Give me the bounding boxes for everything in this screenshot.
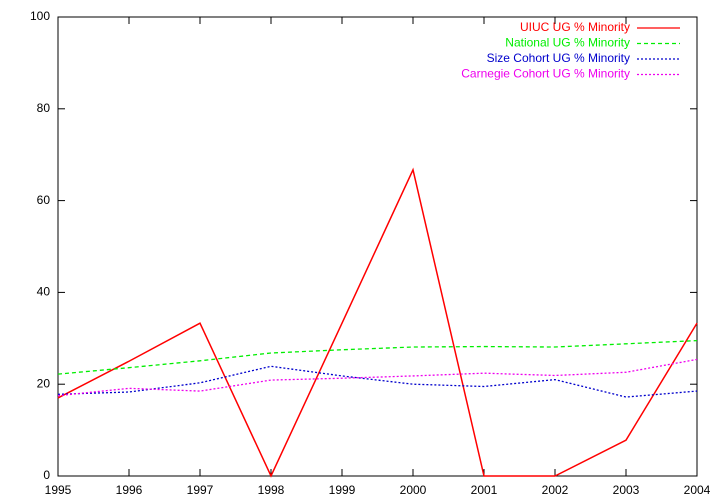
x-tick-label: 1995 [45, 483, 72, 497]
x-tick-label: 1999 [329, 483, 356, 497]
series-line [57, 339, 698, 375]
legend-label: National UG % Minority [505, 36, 630, 50]
legend-label: UIUC UG % Minority [520, 20, 630, 34]
x-tick-label: 2000 [400, 483, 427, 497]
x-tick-label: 1996 [116, 483, 143, 497]
series-line [57, 365, 698, 398]
x-tick-label: 2002 [542, 483, 569, 497]
x-tick-label: 2004 [684, 483, 711, 497]
y-tick-label: 40 [37, 285, 51, 299]
y-tick-label: 20 [37, 376, 51, 390]
series-line [57, 358, 698, 397]
legend-label: Size Cohort UG % Minority [487, 51, 630, 65]
plot-frame [57, 16, 698, 477]
x-tick-label: 1998 [258, 483, 285, 497]
legend-label: Carnegie Cohort UG % Minority [461, 67, 630, 81]
y-tick-label: 80 [37, 101, 51, 115]
x-tick-label: 1997 [187, 483, 214, 497]
x-tick-label: 2003 [613, 483, 640, 497]
series-line [57, 167, 698, 478]
y-tick-label: 60 [37, 193, 51, 207]
y-tick-label: 100 [30, 9, 50, 23]
y-tick-label: 0 [43, 468, 50, 482]
x-tick-label: 2001 [471, 483, 498, 497]
